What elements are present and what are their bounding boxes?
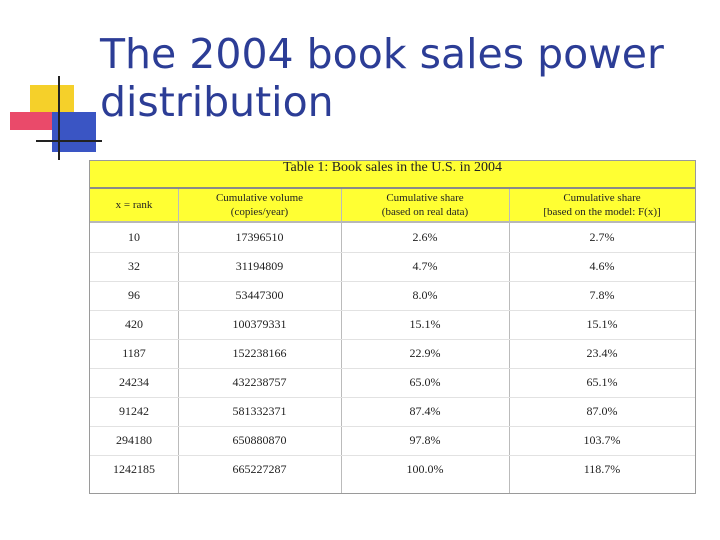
- header-cumulative-volume: Cumulative volume (copies/year): [215, 192, 304, 218]
- model-share-cell: 4.6%: [589, 259, 615, 273]
- table-row: 32 31194809 4.7% 4.6%: [90, 252, 695, 282]
- header-share-model: Cumulative share [based on the model: F(…: [543, 192, 661, 218]
- table-row: 1242185 665227287 100.0% 118.7%: [90, 455, 695, 484]
- rank-cell: 1187: [122, 346, 146, 360]
- rank-cell: 32: [128, 259, 140, 273]
- table-row: 10 17396510 2.6% 2.7%: [90, 223, 695, 253]
- book-sales-table: Table 1: Book sales in the U.S. in 2004 …: [89, 160, 696, 494]
- real-share-cell: 100.0%: [406, 462, 444, 476]
- rank-cell: 96: [128, 288, 140, 302]
- decorative-red-bar: [10, 112, 60, 130]
- rank-cell: 91242: [119, 404, 149, 418]
- column-divider: [178, 189, 179, 493]
- rank-cell: 294180: [116, 433, 152, 447]
- table-row: 96 53447300 8.0% 7.8%: [90, 281, 695, 311]
- model-share-cell: 103.7%: [583, 433, 621, 447]
- model-share-cell: 7.8%: [589, 288, 615, 302]
- model-share-cell: 65.1%: [586, 375, 618, 389]
- caption-divider: [90, 187, 695, 189]
- table-row: 294180 650880870 97.8% 103.7%: [90, 426, 695, 456]
- decorative-vertical-line: [58, 76, 60, 160]
- volume-cell: 100379331: [232, 317, 287, 331]
- volume-cell: 581332371: [232, 404, 287, 418]
- table-row: 1187 152238166 22.9% 23.4%: [90, 339, 695, 369]
- table-caption: Table 1: Book sales in the U.S. in 2004: [90, 161, 695, 188]
- rank-cell: 10: [128, 230, 140, 244]
- decorative-horizontal-line: [36, 140, 102, 142]
- column-divider: [509, 189, 510, 493]
- volume-cell: 31194809: [235, 259, 284, 273]
- model-share-cell: 23.4%: [586, 346, 618, 360]
- real-share-cell: 97.8%: [409, 433, 441, 447]
- table-row: 24234 432238757 65.0% 65.1%: [90, 368, 695, 398]
- volume-cell: 665227287: [232, 462, 287, 476]
- table-row: 420 100379331 15.1% 15.1%: [90, 310, 695, 340]
- table-row: 91242 581332371 87.4% 87.0%: [90, 397, 695, 427]
- model-share-cell: 118.7%: [583, 462, 621, 476]
- real-share-cell: 22.9%: [409, 346, 441, 360]
- model-share-cell: 87.0%: [586, 404, 618, 418]
- real-share-cell: 4.7%: [412, 259, 438, 273]
- column-divider: [341, 189, 342, 493]
- real-share-cell: 87.4%: [409, 404, 441, 418]
- volume-cell: 650880870: [232, 433, 287, 447]
- rank-cell: 420: [125, 317, 143, 331]
- volume-cell: 152238166: [232, 346, 287, 360]
- volume-cell: 53447300: [235, 288, 284, 302]
- volume-cell: 432238757: [232, 375, 287, 389]
- header-rank: x = rank: [115, 199, 153, 211]
- model-share-cell: 15.1%: [586, 317, 618, 331]
- rank-cell: 1242185: [113, 462, 155, 476]
- real-share-cell: 8.0%: [412, 288, 438, 302]
- real-share-cell: 2.6%: [412, 230, 438, 244]
- model-share-cell: 2.7%: [589, 230, 615, 244]
- real-share-cell: 15.1%: [409, 317, 441, 331]
- header-share-real: Cumulative share (based on real data): [381, 192, 469, 218]
- slide-title: The 2004 book sales power distribution: [100, 30, 664, 126]
- table-header-row: x = rank Cumulative volume (copies/year)…: [90, 189, 695, 223]
- rank-cell: 24234: [119, 375, 149, 389]
- real-share-cell: 65.0%: [409, 375, 441, 389]
- volume-cell: 17396510: [235, 230, 284, 244]
